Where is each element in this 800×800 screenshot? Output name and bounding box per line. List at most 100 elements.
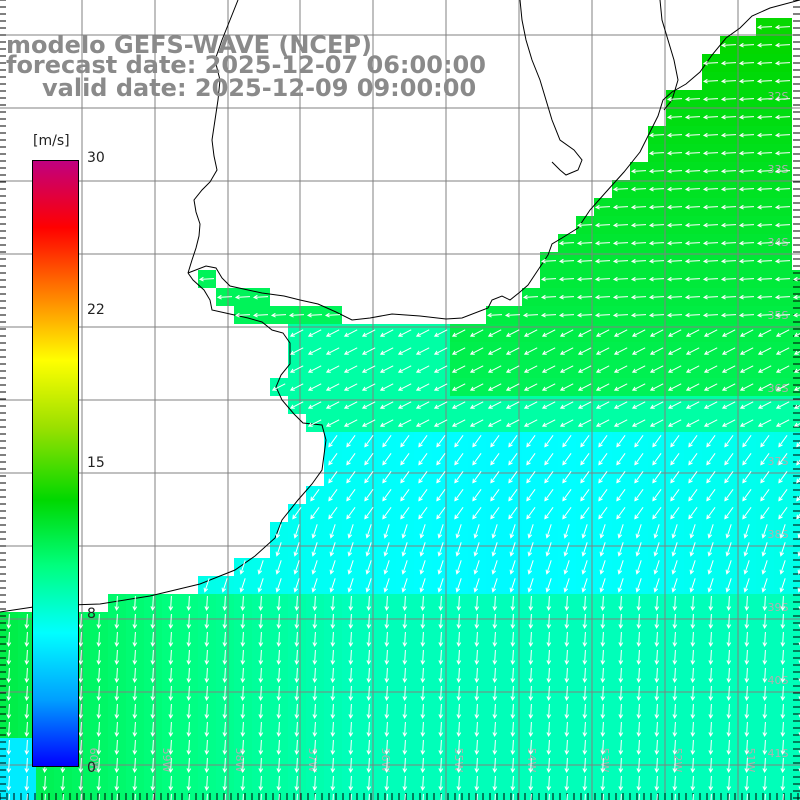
wind-arrow [294,631,300,648]
wind-arrow [744,721,750,738]
wind-arrow [792,276,800,282]
wind-arrow [540,294,557,300]
wind-arrow [545,524,552,539]
wind-arrow [258,631,264,648]
wind-arrow [600,775,606,792]
wind-arrow [78,649,84,666]
wind-arrow [634,435,644,448]
wind-arrow [294,703,300,720]
wind-arrow [132,757,138,774]
wind-arrow [636,631,642,648]
wind-arrow [527,524,534,539]
wind-arrow [798,624,800,628]
wind-arrow [798,732,800,736]
wind-arrow [456,721,462,738]
wind-arrow [24,631,30,648]
wind-arrow [793,368,800,373]
wind-arrow [636,613,642,630]
wind-arrow [437,560,444,575]
wind-arrow [8,793,10,800]
wind-arrow [576,276,593,282]
uruguay-coast [187,0,800,321]
wind-arrow [631,329,646,337]
wind-arrow [762,775,768,792]
wind-arrow [738,204,755,210]
wind-arrow [368,793,370,800]
wind-arrow [581,560,588,575]
wind-arrow [581,578,588,593]
wind-arrow [258,667,264,684]
wind-arrow [504,312,521,318]
wind-arrow [505,365,520,373]
wind-arrow [204,757,210,774]
wind-arrow [703,419,718,427]
wind-arrow [670,453,680,466]
wind-arrow [418,489,428,502]
wind-arrow [222,685,228,702]
wind-arrow [798,714,800,718]
wind-arrow [756,240,773,246]
wind-arrow [598,507,608,520]
wind-arrow [599,560,606,575]
wind-arrow [636,721,642,738]
wind-arrow [44,793,46,800]
wind-arrow [630,276,647,282]
wind-arrow [42,775,48,792]
wind-arrow [451,365,466,373]
wind-arrow [348,613,354,630]
wind-arrow [486,312,503,318]
wind-arrow [433,329,448,337]
wind-arrow [168,703,174,720]
wind-arrow [708,739,714,756]
wind-arrow [600,721,606,738]
wind-arrow [276,595,282,612]
wind-arrow [234,312,251,318]
wind-arrow [346,471,356,484]
wind-arrow [494,793,496,800]
wind-arrow [438,757,444,774]
wind-arrow [558,240,575,246]
wind-arrow [96,685,102,702]
wind-arrow [739,401,754,409]
wind-arrow [420,667,426,684]
wind-speed-cell [792,396,800,414]
wind-arrow [649,401,664,409]
wind-arrow [654,631,660,648]
wind-arrow [312,667,318,684]
wind-arrow [364,507,374,520]
wind-arrow [764,793,766,800]
forecast-date: forecast date: 2025-12-07 06:00:00 [6,51,486,79]
wind-arrow [598,435,608,448]
wind-arrow [726,685,732,702]
wind-arrow [774,240,791,246]
wind-arrow [456,757,462,774]
wind-arrow [258,703,264,720]
wind-arrow [706,507,716,520]
wind-arrow [307,419,322,427]
wind-arrow [204,685,210,702]
wind-arrow [366,721,372,738]
wind-arrow [636,595,642,612]
wind-arrow [306,312,323,318]
wind-arrow [648,294,665,300]
wind-arrow [757,347,772,355]
wind-arrow [666,222,683,228]
wind-arrow [762,649,768,666]
wind-arrow [311,542,318,557]
wind-arrow [312,613,318,630]
wind-arrow [742,453,752,466]
wind-arrow [401,542,408,557]
wind-arrow [325,401,340,409]
wind-arrow [684,222,701,228]
wind-arrow [762,739,768,756]
wind-arrow [312,649,318,666]
wind-arrow [708,721,714,738]
wind-arrow [510,631,516,648]
wind-arrow [433,365,448,373]
wind-arrow [258,739,264,756]
wind-arrow [346,435,356,448]
wind-arrow [510,613,516,630]
wind-arrow [473,542,480,557]
wind-arrow [744,703,750,720]
